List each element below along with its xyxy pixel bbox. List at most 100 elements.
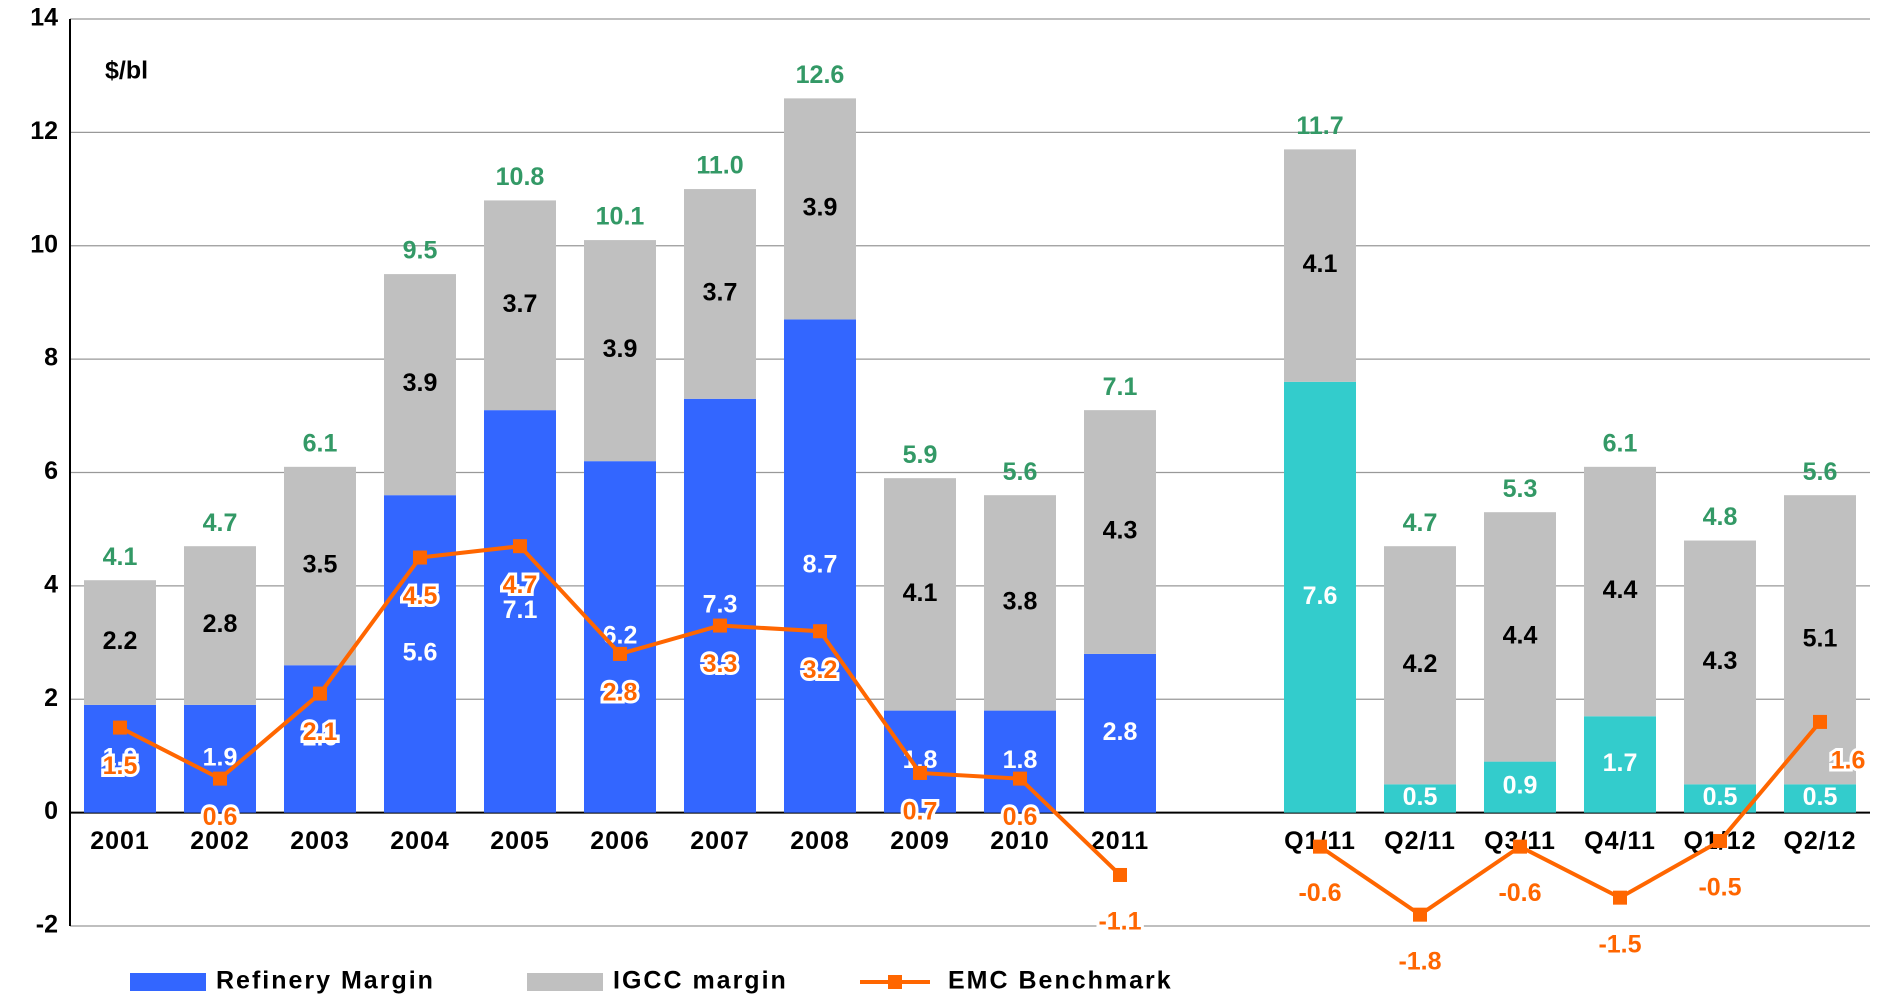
bar-segment bbox=[1384, 546, 1456, 785]
bar-value-label: 5.6 bbox=[403, 639, 438, 667]
bar-value-label: 5.1 bbox=[1803, 624, 1838, 652]
bar-segment bbox=[1084, 410, 1156, 654]
line-value-label: 3.2 bbox=[803, 656, 838, 684]
total-label: 5.3 bbox=[1503, 475, 1538, 503]
bar-segment bbox=[584, 240, 656, 462]
bar-segment bbox=[1484, 512, 1556, 762]
bar-value-label: 2.8 bbox=[1103, 718, 1138, 746]
line-value-label: -0.5 bbox=[1698, 874, 1741, 902]
line-marker bbox=[113, 720, 127, 735]
bar-segment bbox=[1684, 784, 1756, 813]
line-value-label: -1.1 bbox=[1098, 908, 1141, 936]
bar-value-label: 3.8 bbox=[1003, 587, 1038, 615]
line-value-label: -0.6 bbox=[1298, 879, 1341, 907]
bar-segment bbox=[284, 466, 356, 666]
bar-value-label: 4.1 bbox=[903, 579, 938, 607]
line-value-label: -1.8 bbox=[1398, 947, 1441, 975]
y-tick-label: 0 bbox=[44, 797, 58, 825]
line-marker bbox=[1413, 907, 1427, 922]
x-tick-label: 2006 bbox=[590, 827, 650, 855]
line bbox=[119, 544, 1822, 918]
line-value-label: 3.3 bbox=[703, 650, 738, 678]
total-label: 5.6 bbox=[1003, 458, 1038, 486]
total-label: 11.7 bbox=[1296, 112, 1343, 140]
line-value-label: 4.5 bbox=[403, 582, 438, 610]
line-marker bbox=[313, 686, 327, 701]
total-label: 10.1 bbox=[596, 203, 645, 231]
bar-value-label: 0.5 bbox=[1703, 783, 1738, 811]
line-value-label: -0.6 bbox=[1498, 879, 1541, 907]
bar-segment bbox=[1684, 540, 1756, 785]
total-label: 9.5 bbox=[403, 237, 438, 265]
y-tick-label: 10 bbox=[30, 230, 58, 258]
bar-value-label: 0.9 bbox=[1503, 772, 1538, 800]
line-marker bbox=[413, 550, 427, 565]
bar-segment bbox=[1784, 495, 1856, 785]
bar-value-label: 0.5 bbox=[1803, 783, 1838, 811]
unit-label: $/bl bbox=[105, 57, 148, 85]
x-tick-label: 2010 bbox=[990, 827, 1050, 855]
bar-value-label: 6.2 bbox=[603, 622, 638, 650]
line-marker bbox=[1513, 839, 1527, 854]
y-tick-label: -2 bbox=[36, 911, 58, 939]
bar-value-label: 4.2 bbox=[1403, 650, 1438, 678]
bar-value-label: 7.3 bbox=[703, 590, 738, 618]
total-label: 11.0 bbox=[696, 152, 743, 180]
bar-segment bbox=[984, 710, 1056, 813]
x-tick-label: 2003 bbox=[290, 827, 350, 855]
bar-segment bbox=[884, 478, 956, 711]
bar-segment bbox=[1084, 653, 1156, 813]
bar-value-label: 4.4 bbox=[1503, 622, 1538, 650]
x-tick-label: Q2/11 bbox=[1384, 827, 1456, 855]
x-tick-label: 2004 bbox=[390, 827, 450, 855]
x-tick-label: Q2/12 bbox=[1783, 827, 1856, 855]
bar-segment bbox=[1384, 784, 1456, 813]
bar-value-label: 1.8 bbox=[1003, 746, 1038, 774]
total-label: 4.7 bbox=[203, 509, 238, 537]
total-label: 5.9 bbox=[903, 441, 938, 469]
line-value-label: 0.6 bbox=[203, 803, 238, 831]
bar-value-label: 4.1 bbox=[1303, 250, 1338, 278]
bar-value-label: 3.5 bbox=[303, 551, 338, 579]
bar-segment bbox=[684, 398, 756, 813]
bar-value-label: 4.4 bbox=[1603, 576, 1638, 604]
line-value-label: 1.6 bbox=[1831, 747, 1866, 775]
legend-swatch bbox=[130, 973, 206, 991]
bar-segment bbox=[1484, 761, 1556, 813]
bar-value-label: 3.9 bbox=[403, 369, 438, 397]
line-value-label: 2.1 bbox=[303, 718, 338, 746]
total-label: 4.8 bbox=[1703, 503, 1738, 531]
y-tick-label: 2 bbox=[44, 684, 58, 712]
bar-value-label: 1.7 bbox=[1603, 749, 1638, 777]
bar-segment bbox=[584, 461, 656, 813]
bar-value-label: 0.5 bbox=[1403, 783, 1438, 811]
bar-segment bbox=[784, 98, 856, 320]
bar-value-label: 7.6 bbox=[1303, 582, 1338, 610]
bar-segment bbox=[484, 200, 556, 411]
total-label: 4.1 bbox=[103, 543, 138, 571]
bar-value-label: 2.8 bbox=[203, 610, 238, 638]
y-tick-label: 14 bbox=[30, 4, 58, 32]
bar-value-label: 8.7 bbox=[803, 551, 838, 579]
line-marker bbox=[1713, 833, 1727, 848]
bar-segment bbox=[1584, 466, 1656, 717]
x-tick-label: Q4/11 bbox=[1584, 827, 1656, 855]
line-marker bbox=[213, 771, 227, 786]
x-tick-label: 2001 bbox=[90, 827, 150, 855]
legend-label: EMC Benchmark bbox=[948, 967, 1173, 995]
line-marker bbox=[1013, 771, 1027, 786]
total-label: 10.8 bbox=[496, 163, 545, 191]
bar-segment bbox=[384, 274, 456, 496]
bar-value-label: 3.7 bbox=[703, 279, 738, 307]
legend-swatch bbox=[527, 973, 603, 991]
total-label: 7.1 bbox=[1103, 373, 1138, 401]
bar-value-label: 7.1 bbox=[503, 596, 538, 624]
line-value-label: 1.5 bbox=[103, 752, 138, 780]
legend-label: Refinery Margin bbox=[216, 967, 435, 995]
bar-value-label: 2.2 bbox=[103, 627, 138, 655]
bar-value-label: 2.6 bbox=[303, 724, 338, 752]
x-tick-label: 2008 bbox=[790, 827, 850, 855]
bar-segment bbox=[1784, 784, 1856, 813]
bar-value-label: 3.9 bbox=[803, 194, 838, 222]
